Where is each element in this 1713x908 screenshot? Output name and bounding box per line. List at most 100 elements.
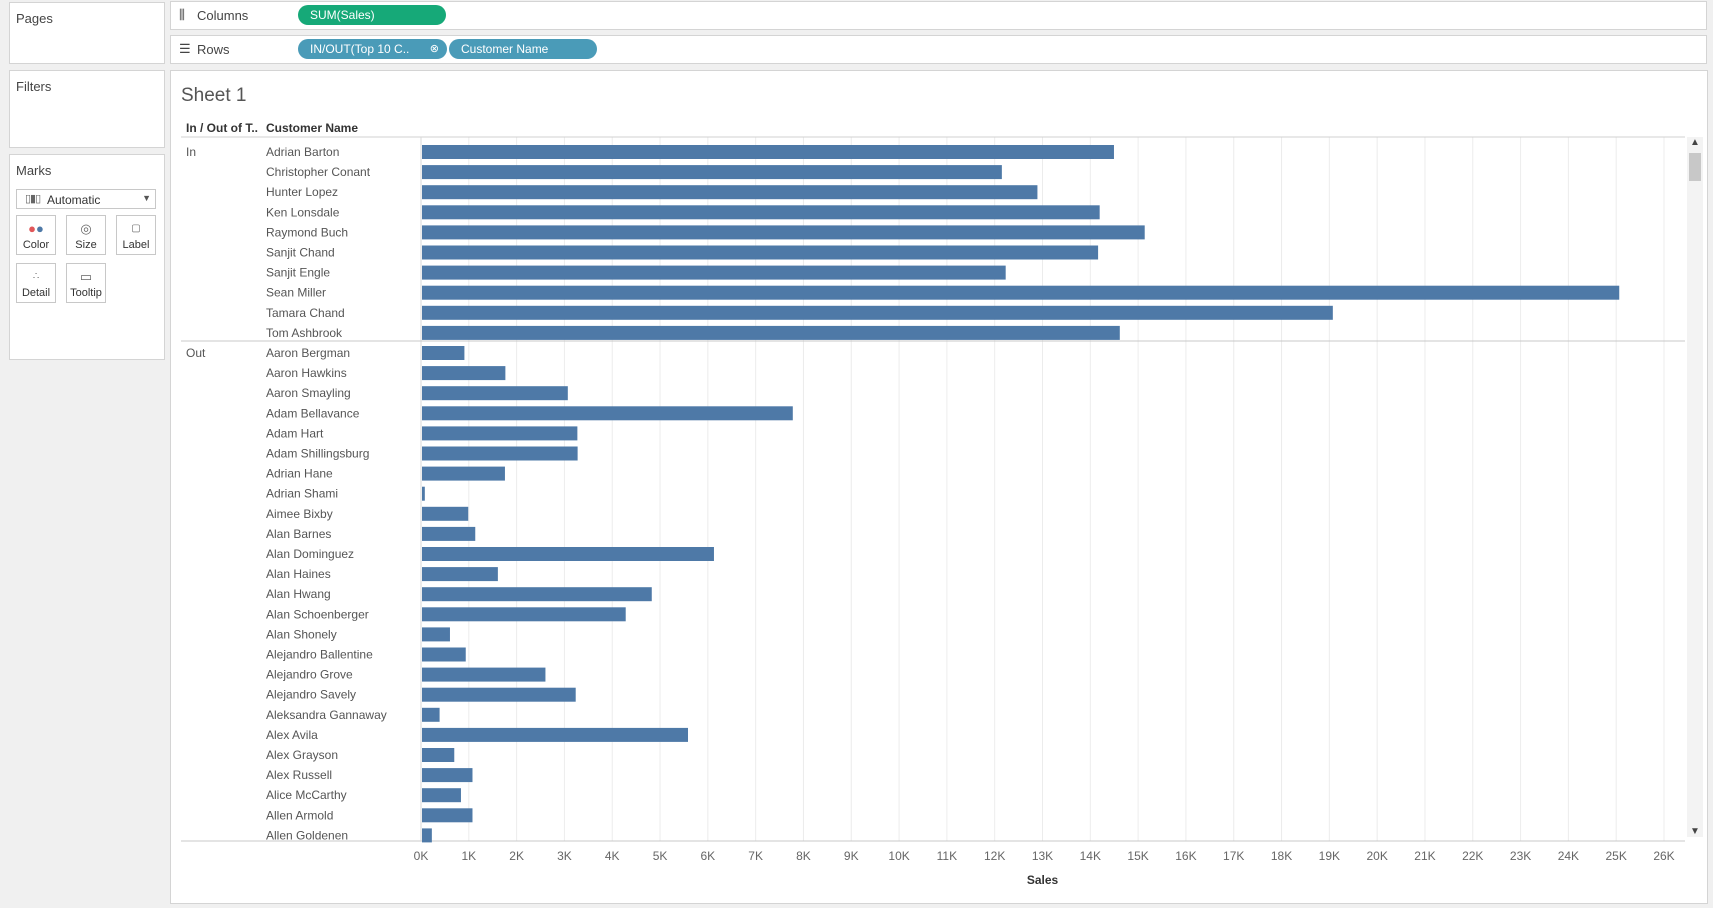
mark-type-dropdown[interactable]: ▯▮▯ Automatic ▼ bbox=[16, 189, 156, 209]
sales-bar bbox=[422, 828, 432, 843]
pages-title: Pages bbox=[16, 11, 53, 26]
customer-label: Christopher Conant bbox=[266, 165, 371, 179]
scrollbar-thumb[interactable] bbox=[1689, 153, 1701, 181]
size-button[interactable]: ◎ Size bbox=[66, 215, 106, 255]
x-tick-label: 13K bbox=[1032, 849, 1053, 863]
customer-label: Alejandro Ballentine bbox=[266, 648, 373, 662]
customer-label: Alejandro Grove bbox=[266, 668, 353, 682]
customer-label: Aleksandra Gannaway bbox=[266, 708, 387, 722]
columns-shelf[interactable]: ⫼ Columns SUM(Sales) bbox=[170, 1, 1707, 30]
customer-label: Ken Lonsdale bbox=[266, 205, 340, 219]
customer-name-pill[interactable]: Customer Name bbox=[449, 39, 597, 59]
rows-label: Rows bbox=[197, 42, 230, 57]
customer-label: Adam Bellavance bbox=[266, 406, 360, 420]
x-tick-label: 0K bbox=[414, 849, 429, 863]
sales-bar bbox=[422, 567, 498, 582]
x-tick-label: 8K bbox=[796, 849, 811, 863]
customer-label: Aaron Hawkins bbox=[266, 366, 347, 380]
x-tick-label: 14K bbox=[1080, 849, 1101, 863]
chevron-down-icon: ▼ bbox=[142, 193, 151, 203]
customer-label: Allen Armold bbox=[266, 808, 333, 822]
color-button[interactable]: ●● Color bbox=[16, 215, 56, 255]
customer-label: Alejandro Savely bbox=[266, 688, 356, 702]
x-tick-label: 9K bbox=[844, 849, 859, 863]
bar-chart-icon: ▯▮▯ bbox=[25, 193, 41, 205]
rows-shelf[interactable]: ☰ Rows IN/OUT(Top 10 C.. ⊗ Customer Name bbox=[170, 35, 1707, 64]
x-tick-label: 11K bbox=[937, 849, 957, 863]
group-label: In bbox=[186, 145, 196, 159]
sheet-title: Sheet 1 bbox=[181, 85, 247, 106]
sheet-view: Sheet 1 In / Out of T.. Customer Name In… bbox=[170, 70, 1708, 904]
filters-card[interactable]: Filters bbox=[9, 70, 165, 148]
sales-bar bbox=[422, 225, 1145, 240]
customer-label: Adrian Hane bbox=[266, 467, 333, 481]
sales-bar bbox=[422, 607, 626, 622]
x-tick-label: 1K bbox=[461, 849, 476, 863]
tooltip-label: Tooltip bbox=[70, 287, 102, 299]
customer-label: Tom Ashbrook bbox=[266, 326, 343, 340]
sales-bar bbox=[422, 748, 455, 762]
sales-bar bbox=[422, 145, 1114, 159]
x-tick-label: 18K bbox=[1271, 849, 1292, 863]
sales-bar bbox=[422, 185, 1038, 200]
customer-label: Aaron Bergman bbox=[266, 346, 350, 360]
customer-label: Alan Schoenberger bbox=[266, 607, 369, 621]
size-icon: ◎ bbox=[80, 221, 92, 236]
customer-label: Tamara Chand bbox=[266, 306, 345, 320]
header-inout: In / Out of T.. bbox=[186, 121, 258, 135]
color-icon: ●● bbox=[28, 221, 44, 236]
tooltip-button[interactable]: ▭ Tooltip bbox=[66, 263, 106, 303]
size-label: Size bbox=[75, 239, 97, 251]
marks-card: Marks ▯▮▯ Automatic ▼ ●● Color ◎ Size ▢ … bbox=[9, 154, 165, 360]
sales-bar bbox=[422, 325, 1120, 340]
x-tick-label: 17K bbox=[1223, 849, 1244, 863]
customer-label: Aaron Smayling bbox=[266, 386, 351, 400]
set-icon: ⊗ bbox=[429, 43, 439, 55]
sales-bar bbox=[422, 285, 1620, 300]
x-tick-label: 22K bbox=[1462, 849, 1483, 863]
scroll-up-icon[interactable]: ▲ bbox=[1690, 137, 1700, 148]
x-axis-title: Sales bbox=[1027, 873, 1059, 887]
x-tick-label: 6K bbox=[701, 849, 716, 863]
filters-title: Filters bbox=[16, 79, 52, 94]
x-tick-label: 10K bbox=[888, 849, 909, 863]
sales-bar bbox=[422, 426, 578, 441]
inout-set-pill[interactable]: IN/OUT(Top 10 C.. ⊗ bbox=[298, 39, 447, 59]
sales-bar bbox=[422, 627, 450, 642]
x-tick-label: 26K bbox=[1653, 849, 1674, 863]
customer-label: Alan Dominguez bbox=[266, 547, 354, 561]
vertical-scrollbar[interactable]: ▲ ▼ bbox=[1687, 137, 1703, 837]
sales-bar bbox=[422, 647, 466, 662]
sum-sales-pill[interactable]: SUM(Sales) bbox=[298, 5, 446, 25]
customer-label: Alex Avila bbox=[266, 728, 318, 742]
columns-label: Columns bbox=[197, 8, 249, 23]
customer-label: Adam Hart bbox=[266, 426, 324, 440]
inout-set-pill-label: IN/OUT(Top 10 C.. bbox=[310, 42, 410, 56]
detail-icon: ∴ bbox=[32, 271, 40, 282]
customer-label: Hunter Lopez bbox=[266, 185, 338, 199]
x-tick-label: 5K bbox=[653, 849, 668, 863]
customer-label: Aimee Bixby bbox=[266, 507, 333, 521]
x-tick-label: 24K bbox=[1558, 849, 1579, 863]
sales-bar bbox=[422, 788, 461, 803]
x-tick-label: 12K bbox=[984, 849, 1005, 863]
customer-label: Alex Russell bbox=[266, 768, 332, 782]
mark-type-label: Automatic bbox=[47, 193, 101, 207]
tooltip-icon: ▭ bbox=[79, 269, 93, 284]
sales-bar bbox=[422, 727, 689, 742]
x-tick-label: 25K bbox=[1606, 849, 1627, 863]
sales-bar bbox=[422, 707, 440, 722]
scroll-down-icon[interactable]: ▼ bbox=[1690, 826, 1700, 837]
x-tick-label: 4K bbox=[605, 849, 620, 863]
customer-label: Raymond Buch bbox=[266, 225, 348, 239]
sales-bar bbox=[422, 245, 1099, 260]
label-button[interactable]: ▢ Label bbox=[116, 215, 156, 255]
sales-bar bbox=[422, 547, 714, 561]
sales-bar bbox=[422, 366, 506, 381]
pages-card[interactable]: Pages bbox=[9, 2, 165, 64]
customer-label: Adrian Shami bbox=[266, 487, 338, 501]
customer-label: Allen Goldenen bbox=[266, 828, 348, 842]
sales-bar bbox=[422, 808, 473, 823]
detail-button[interactable]: ∴ Detail bbox=[16, 263, 56, 303]
sales-bar bbox=[422, 667, 546, 682]
